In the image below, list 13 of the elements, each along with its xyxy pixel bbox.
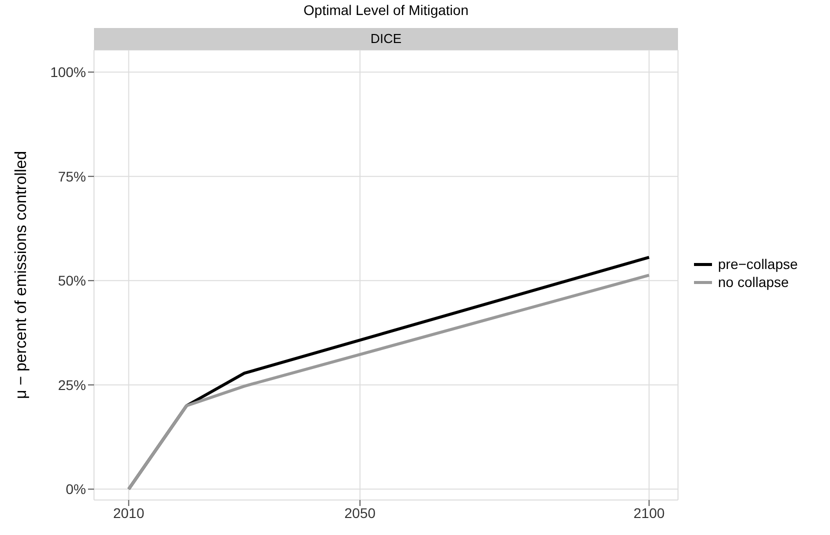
- y-tick-label: 100%: [50, 64, 86, 80]
- chart-title: Optimal Level of Mitigation: [302, 2, 470, 18]
- y-tick-label: 25%: [58, 376, 86, 393]
- x-tick-label: 2050: [344, 504, 376, 521]
- legend-label: pre−collapse: [718, 256, 798, 272]
- x-tick-label: 2100: [634, 504, 665, 521]
- y-tick-label: 75%: [58, 168, 86, 184]
- chart-subtitle: DICE: [94, 28, 678, 50]
- x-tick-label: 2010: [113, 504, 144, 521]
- y-tick-label: 0%: [66, 481, 86, 498]
- y-axis-title: μ − percent of emissions controlled: [13, 150, 31, 400]
- legend-label: no collapse: [718, 274, 789, 290]
- y-tick-label: 50%: [58, 272, 86, 289]
